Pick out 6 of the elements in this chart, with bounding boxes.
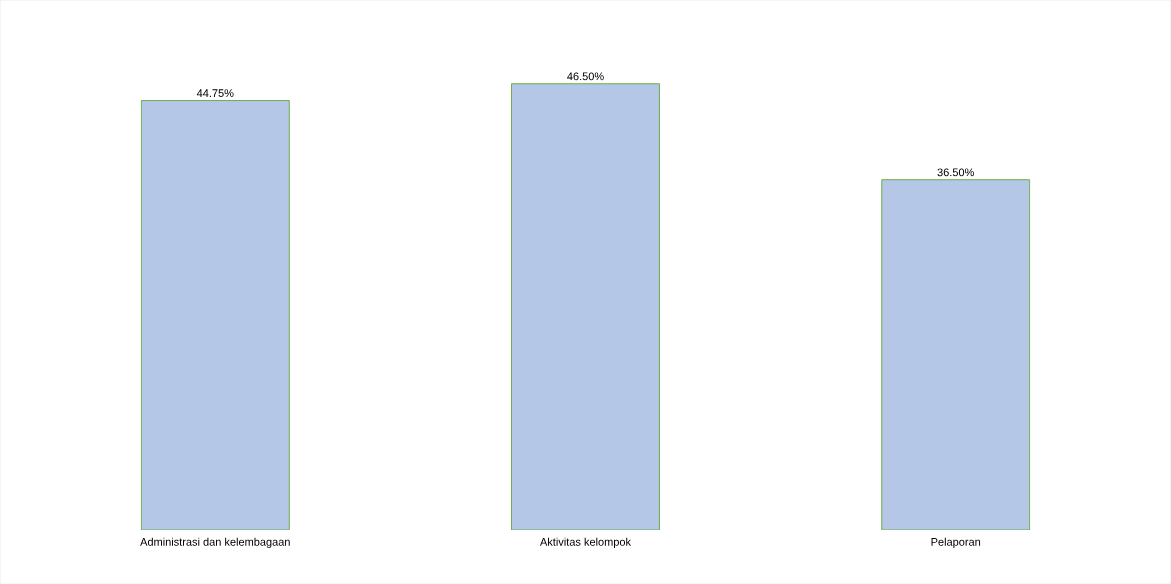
x-tick-label: Pelaporan (931, 537, 981, 548)
data-label: 36.50% (937, 168, 974, 177)
x-tick-label: Administrasi dan kelembagaan (140, 537, 290, 548)
data-label: 44.75% (196, 89, 234, 97)
x-tick-label: Aktivitas kelompok (539, 537, 632, 548)
data-label: 46.50% (567, 72, 604, 81)
